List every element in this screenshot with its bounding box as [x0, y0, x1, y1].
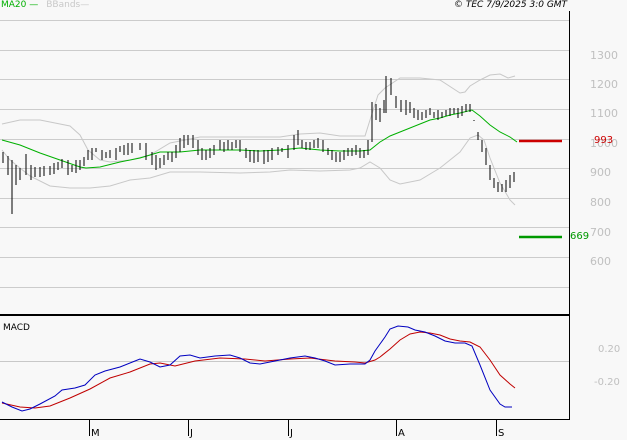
y-label-600: 600	[590, 255, 611, 268]
x-label-september: S	[498, 428, 505, 439]
y-label-1000: 1000	[590, 137, 618, 150]
macd-line	[1, 325, 512, 412]
macd-title: MACD	[3, 323, 30, 333]
macd-signal-line	[1, 331, 516, 409]
copyright-timestamp: © TEC 7/9/2025 3:0 GMT	[454, 0, 568, 10]
x-label-may: M	[91, 428, 100, 439]
x-label-august: A	[398, 428, 405, 439]
price-bars	[2, 76, 515, 214]
y-label-1100: 1100	[590, 107, 618, 120]
legend-bbands: BBands—	[46, 0, 90, 10]
support-label: 669	[570, 231, 590, 242]
x-label-june: J	[190, 428, 193, 439]
y-label-1300: 1300	[590, 49, 618, 62]
bollinger-bands	[1, 73, 516, 206]
price-gridlines	[0, 20, 569, 288]
macd-label-neg: -0.20	[594, 377, 620, 388]
y-label-700: 700	[590, 226, 611, 239]
x-label-july: J	[290, 428, 293, 439]
x-axis-ticks	[89, 420, 497, 436]
legend-ma20: MA20 —	[1, 0, 39, 10]
macd-label-pos: 0.20	[598, 344, 621, 355]
resistance-label: 993	[594, 135, 614, 146]
chart-legend: MA20 — BBands—	[1, 0, 89, 11]
y-label-800: 800	[590, 196, 611, 209]
y-label-900: 900	[590, 166, 611, 179]
y-label-1200: 1200	[590, 78, 618, 91]
